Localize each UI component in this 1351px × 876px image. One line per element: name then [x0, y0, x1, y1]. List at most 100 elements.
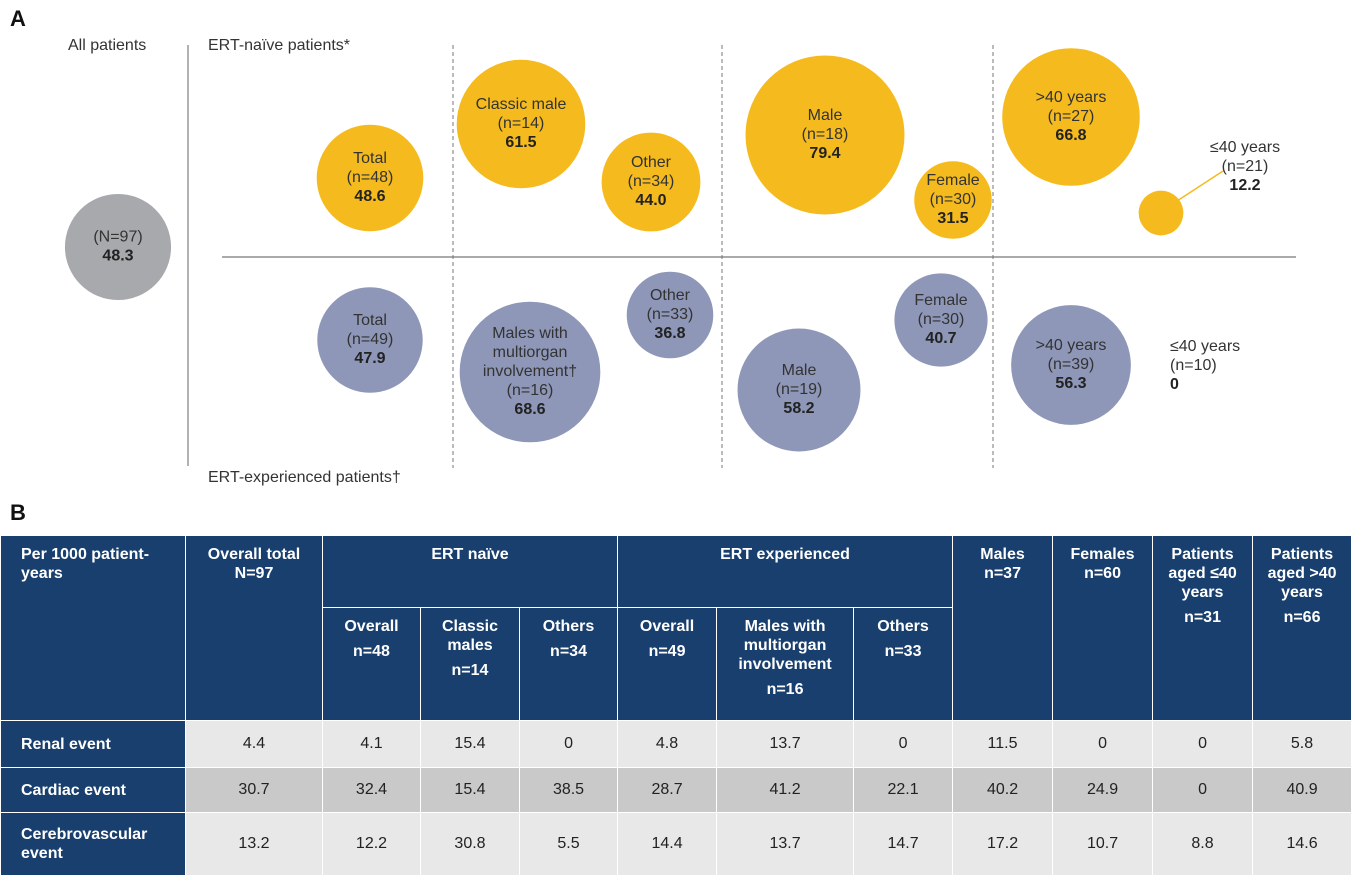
header-cell: Per 1000 patient-years: [1, 536, 186, 721]
data-cell: 0: [1153, 768, 1253, 813]
row-header: Cerebrovascular event: [1, 813, 186, 876]
bubble-label: (n=34): [628, 173, 675, 190]
data-cell: 4.8: [618, 721, 717, 768]
bubble-value: 48.3: [102, 248, 133, 265]
header-label: Males with multiorgan involvement: [717, 617, 853, 674]
subheader-cell: Males with multiorgan involvement n=16: [717, 608, 854, 721]
connector: [1177, 171, 1223, 201]
data-cell: 14.4: [618, 813, 717, 876]
bubble-label: Males with: [492, 325, 568, 342]
data-cell: 30.8: [421, 813, 520, 876]
bubble-label: Male: [782, 362, 817, 379]
data-cell: 40.9: [1253, 768, 1351, 813]
bubble-value: 68.6: [514, 401, 545, 418]
data-cell: 14.6: [1253, 813, 1351, 876]
data-cell: 0: [520, 721, 618, 768]
bubble-value: 0: [1170, 376, 1179, 393]
header-label: Overall: [618, 617, 716, 636]
data-cell: 15.4: [421, 768, 520, 813]
bubble-label: (n=18): [802, 126, 849, 143]
data-cell: 13.7: [717, 721, 854, 768]
bubble-value: 56.3: [1055, 375, 1086, 392]
bubble-label: involvement†: [483, 363, 577, 380]
header-n: n=66: [1253, 608, 1351, 627]
bubble-label: Classic male: [476, 96, 567, 113]
bubble-label: (n=39): [1048, 356, 1095, 373]
bubble-label: (n=49): [347, 331, 394, 348]
bubble-label: (n=19): [776, 381, 823, 398]
bubble-chart: All patients ERT-naïve patients* ERT-exp…: [0, 0, 1351, 500]
bubble-value: 36.8: [654, 325, 685, 342]
bubble-value: 61.5: [505, 134, 536, 151]
bubble-label: Male: [808, 107, 843, 124]
header-n: n=37: [953, 564, 1052, 583]
bubble-label: (N=97): [93, 229, 142, 246]
header-n: n=16: [717, 680, 853, 699]
header-n: n=48: [323, 642, 420, 661]
header-label: Others: [520, 617, 617, 636]
header-cell: ERT experienced: [618, 536, 953, 608]
header-label: Classic males: [421, 617, 519, 655]
header-label: Females: [1053, 545, 1152, 564]
data-cell: 12.2: [323, 813, 421, 876]
group-label: ERT-experienced patients†: [208, 469, 401, 486]
header-label: Overall: [323, 617, 420, 636]
bubble-label: multiorgan: [493, 344, 568, 361]
data-cell: 24.9: [1053, 768, 1153, 813]
bubble-label: (n=21): [1222, 158, 1269, 175]
bubble-label: (n=10): [1170, 357, 1217, 374]
bubble-value: 79.4: [809, 145, 840, 162]
header-cell: Patients aged ≤40 years n=31: [1153, 536, 1253, 721]
data-cell: 41.2: [717, 768, 854, 813]
bubble-value: 66.8: [1055, 127, 1086, 144]
data-cell: 5.5: [520, 813, 618, 876]
bubble-label: Total: [353, 312, 387, 329]
bubble-label: (n=33): [647, 306, 694, 323]
data-cell: 5.8: [1253, 721, 1351, 768]
bubble-label: ≤40 years: [1210, 139, 1280, 156]
bubble-label: Female: [914, 292, 967, 309]
bubble-label: Other: [650, 287, 691, 304]
bubble-value: 40.7: [925, 330, 956, 347]
bubble-label: (n=27): [1048, 108, 1095, 125]
bubble-label: Total: [353, 150, 387, 167]
bubble-value: 58.2: [783, 400, 814, 417]
bubble-label: (n=14): [498, 115, 545, 132]
bubble-label: (n=16): [507, 382, 554, 399]
data-cell: 4.4: [186, 721, 323, 768]
bubble-label: (n=48): [347, 169, 394, 186]
data-cell: 0: [1053, 721, 1153, 768]
data-cell: 14.7: [854, 813, 953, 876]
data-cell: 28.7: [618, 768, 717, 813]
bubble-label: Other: [631, 154, 672, 171]
header-n: n=60: [1053, 564, 1152, 583]
data-cell: 0: [1153, 721, 1253, 768]
data-cell: 4.1: [323, 721, 421, 768]
header-label: ERT experienced: [618, 545, 952, 564]
row-header: Renal event: [1, 721, 186, 768]
header-label: Overall total: [186, 545, 322, 564]
header-label: Per 1000 patient-years: [21, 545, 185, 583]
header-n: n=33: [854, 642, 952, 661]
data-cell: 10.7: [1053, 813, 1153, 876]
header-n: n=14: [421, 661, 519, 680]
header-label: Patients aged ≤40 years: [1153, 545, 1252, 602]
header-n: n=31: [1153, 608, 1252, 627]
data-cell: 13.2: [186, 813, 323, 876]
header-n: N=97: [186, 564, 322, 583]
header-label: ERT naïve: [323, 545, 617, 564]
group-label: All patients: [68, 37, 146, 54]
row-header: Cardiac event: [1, 768, 186, 813]
bubble: [1139, 191, 1184, 236]
data-cell: 32.4: [323, 768, 421, 813]
data-cell: 22.1: [854, 768, 953, 813]
panel-letter: B: [10, 500, 26, 526]
bubble-label: ≤40 years: [1170, 338, 1240, 355]
